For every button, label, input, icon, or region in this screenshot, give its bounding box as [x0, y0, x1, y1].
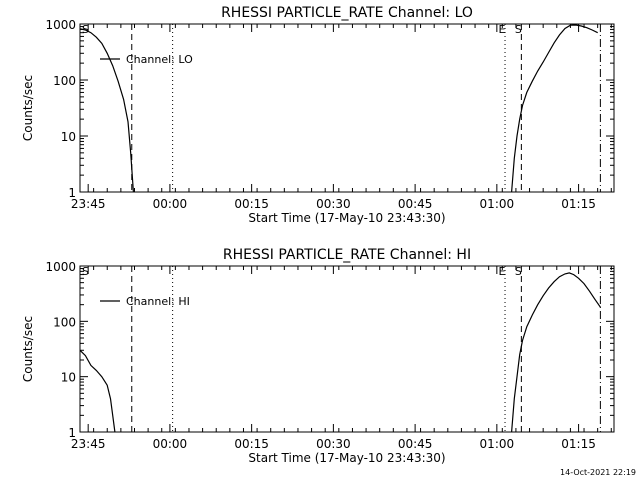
legend-label: Channel: LO	[126, 53, 193, 66]
series-line	[79, 349, 116, 433]
x-axis-label: Start Time (17-May-10 23:43:30)	[248, 211, 445, 225]
x-tick-label: 00:15	[234, 197, 269, 211]
x-tick-label: 00:00	[153, 197, 188, 211]
y-tick-label: 1000	[45, 18, 76, 32]
series-line	[511, 272, 601, 433]
generation-timestamp: 14-Oct-2021 22:19	[560, 468, 636, 477]
x-tick-label: 00:45	[398, 197, 433, 211]
series-line	[511, 24, 598, 193]
y-axis-label: Counts/sec	[21, 75, 35, 141]
x-tick-label: 00:00	[153, 437, 188, 451]
x-tick-label: 01:15	[561, 197, 596, 211]
marker-label: S	[515, 23, 522, 36]
x-tick-label: 01:15	[561, 437, 596, 451]
y-tick-label: 100	[53, 315, 76, 329]
y-tick-label: 10	[61, 130, 76, 144]
x-tick-label: 00:15	[234, 437, 269, 451]
x-axis-label: Start Time (17-May-10 23:43:30)	[248, 451, 445, 465]
panel-lo: RHESSI PARTICLE_RATE Channel: LO Counts/s…	[21, 5, 615, 225]
y-tick-label: 10	[61, 371, 76, 385]
chart-title: RHESSI PARTICLE_RATE Channel: LO	[221, 5, 473, 21]
x-tick-label: 01:00	[480, 197, 515, 211]
legend-label: Channel: HI	[126, 295, 190, 308]
y-axis-label: Counts/sec	[21, 316, 35, 382]
plot-frame	[79, 23, 615, 193]
plot-frame	[79, 265, 615, 433]
y-tick-label: 1	[68, 426, 76, 440]
y-tick-label: 1	[68, 186, 76, 200]
chart-title: RHESSI PARTICLE_RATE Channel: HI	[223, 247, 471, 263]
marker-label: S	[515, 265, 522, 278]
x-tick-label: 00:30	[316, 197, 351, 211]
y-tick-label: 1000	[45, 260, 76, 274]
marker-label: E	[499, 265, 506, 278]
x-tick-label: 00:45	[398, 437, 433, 451]
x-tick-label: 00:30	[316, 437, 351, 451]
panel-hi: RHESSI PARTICLE_RATE Channel: HI Counts/s…	[21, 247, 615, 465]
x-tick-label: 23:45	[71, 437, 106, 451]
x-tick-label: 23:45	[71, 197, 106, 211]
x-tick-label: 01:00	[480, 437, 515, 451]
marker-label: E	[499, 23, 506, 36]
y-tick-label: 100	[53, 74, 76, 88]
corner-label: S	[82, 265, 89, 278]
